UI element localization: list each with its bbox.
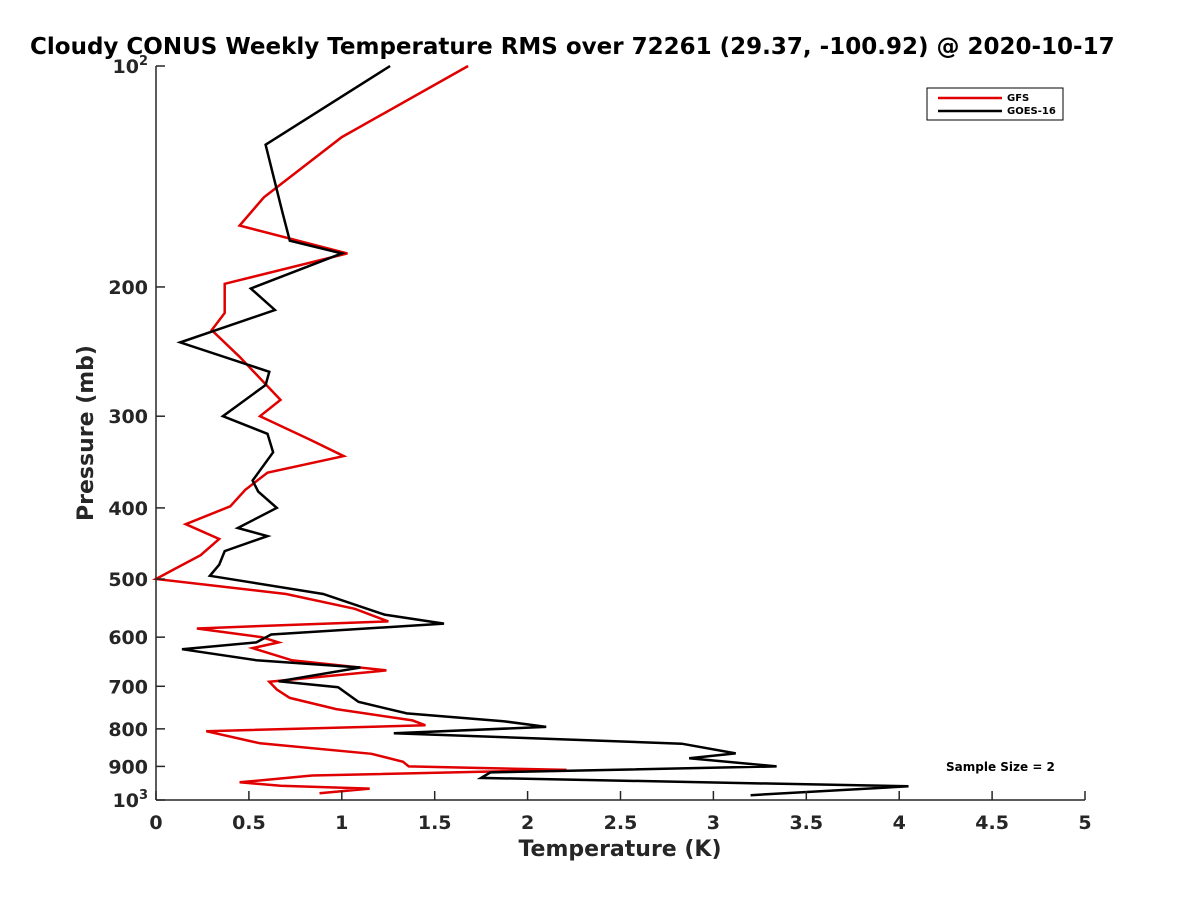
y-tick-label: 900 [108,756,148,778]
sample-size-annotation: Sample Size = 2 [946,760,1055,774]
x-tick-label: 1.5 [418,812,452,834]
y-tick-label: 600 [108,627,148,649]
x-tick-label: 4 [893,812,906,834]
y-tick-exponent: 2 [139,54,148,69]
y-tick-label: 400 [108,498,148,520]
y-tick-exponent: 3 [139,788,148,803]
legend: GFS GOES-16 [926,87,1064,121]
x-tick-label: 3 [707,812,720,834]
legend-box [926,87,1064,121]
y-tick-label: 200 [108,277,148,299]
chart-title: Cloudy CONUS Weekly Temperature RMS over… [30,34,1115,60]
x-tick-label: 3.5 [789,812,823,834]
y-tick-label: 700 [108,676,148,698]
series-line-gfs [151,64,567,795]
x-axis-label: Temperature (K) [518,837,721,862]
y-tick-label: 102 [113,54,149,78]
y-tick-base: 10 [113,790,139,812]
x-tick-label: 2 [521,812,534,834]
y-tick-base: 10 [113,56,139,78]
y-tick-label: 800 [108,719,148,741]
legend-label-gfs: GFS [1007,93,1029,104]
series-lines [151,64,909,797]
y-axis-label: Pressure (mb) [74,345,99,521]
x-axis-ticks: 0 0.5 1 1.5 2 2.5 3 3.5 4 4.5 5 [149,791,1092,834]
x-tick-label: 4.5 [975,812,1009,834]
x-tick-label: 5 [1078,812,1091,834]
x-tick-label: 0 [149,812,162,834]
y-tick-label: 500 [108,569,148,591]
y-tick-label: 103 [113,788,149,812]
x-tick-label: 0.5 [232,812,266,834]
x-tick-label: 1 [335,812,348,834]
y-tick-label: 300 [108,406,148,428]
legend-label-goes16: GOES-16 [1007,106,1056,117]
x-tick-label: 2.5 [604,812,638,834]
series-line-goes16 [176,64,909,797]
